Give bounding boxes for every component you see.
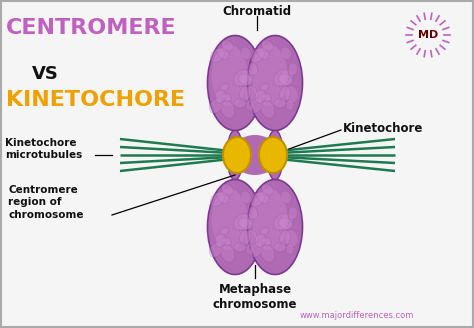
Ellipse shape xyxy=(248,207,258,219)
Ellipse shape xyxy=(248,63,258,75)
Ellipse shape xyxy=(263,237,271,246)
Ellipse shape xyxy=(279,74,293,86)
Text: MD: MD xyxy=(418,30,438,40)
Ellipse shape xyxy=(274,243,286,252)
Ellipse shape xyxy=(231,135,279,175)
Ellipse shape xyxy=(274,214,289,230)
Ellipse shape xyxy=(241,47,251,60)
Ellipse shape xyxy=(208,35,263,131)
Ellipse shape xyxy=(227,130,243,180)
Text: VS: VS xyxy=(32,65,59,83)
Ellipse shape xyxy=(257,48,269,59)
Ellipse shape xyxy=(281,191,292,204)
Ellipse shape xyxy=(249,99,263,113)
Ellipse shape xyxy=(221,184,234,195)
Ellipse shape xyxy=(208,179,263,275)
Ellipse shape xyxy=(211,189,247,250)
Ellipse shape xyxy=(217,48,229,59)
Ellipse shape xyxy=(209,243,223,257)
Text: KINETOCHORE: KINETOCHORE xyxy=(6,90,185,110)
Ellipse shape xyxy=(259,137,287,173)
Ellipse shape xyxy=(223,137,251,173)
Ellipse shape xyxy=(255,90,265,103)
Ellipse shape xyxy=(221,245,235,262)
Ellipse shape xyxy=(278,70,293,87)
Ellipse shape xyxy=(267,130,283,180)
Ellipse shape xyxy=(261,245,275,262)
Ellipse shape xyxy=(257,192,269,203)
Text: Centromere
region of
chromosome: Centromere region of chromosome xyxy=(8,185,83,220)
Text: CENTROMERE: CENTROMERE xyxy=(6,18,177,38)
Ellipse shape xyxy=(252,189,287,250)
Ellipse shape xyxy=(250,192,264,207)
Ellipse shape xyxy=(245,86,258,103)
Ellipse shape xyxy=(278,214,293,231)
Ellipse shape xyxy=(260,228,269,235)
Ellipse shape xyxy=(246,244,254,255)
Ellipse shape xyxy=(234,243,246,252)
Ellipse shape xyxy=(220,228,228,235)
Ellipse shape xyxy=(217,192,229,203)
Ellipse shape xyxy=(274,70,289,86)
Ellipse shape xyxy=(239,218,253,230)
Ellipse shape xyxy=(280,87,291,101)
Ellipse shape xyxy=(281,47,292,60)
Ellipse shape xyxy=(252,45,287,106)
Ellipse shape xyxy=(280,231,291,245)
Ellipse shape xyxy=(240,87,251,101)
Ellipse shape xyxy=(249,243,263,257)
Ellipse shape xyxy=(215,234,225,247)
Text: Metaphase
chromosome: Metaphase chromosome xyxy=(213,283,297,311)
Ellipse shape xyxy=(246,100,254,110)
Ellipse shape xyxy=(220,84,228,91)
Ellipse shape xyxy=(288,63,298,75)
Ellipse shape xyxy=(222,93,231,102)
Ellipse shape xyxy=(247,179,302,275)
Ellipse shape xyxy=(262,184,273,195)
Ellipse shape xyxy=(255,234,265,247)
Ellipse shape xyxy=(210,192,225,207)
Ellipse shape xyxy=(274,99,286,108)
Ellipse shape xyxy=(250,48,264,63)
Ellipse shape xyxy=(263,93,271,102)
Ellipse shape xyxy=(238,70,253,87)
Ellipse shape xyxy=(221,101,235,118)
Ellipse shape xyxy=(285,230,298,247)
Ellipse shape xyxy=(215,90,225,103)
Text: Kinetochore
microtubules: Kinetochore microtubules xyxy=(5,138,82,160)
Ellipse shape xyxy=(209,99,223,113)
Ellipse shape xyxy=(210,48,225,63)
Ellipse shape xyxy=(260,84,269,91)
Ellipse shape xyxy=(234,70,249,86)
Ellipse shape xyxy=(239,74,253,86)
Text: Chromatid: Chromatid xyxy=(222,5,292,18)
Ellipse shape xyxy=(240,231,251,245)
Ellipse shape xyxy=(221,40,234,51)
Text: www.majordifferences.com: www.majordifferences.com xyxy=(300,311,414,320)
Ellipse shape xyxy=(241,191,251,204)
Ellipse shape xyxy=(247,35,302,131)
Ellipse shape xyxy=(262,40,273,51)
Text: Kinetochore: Kinetochore xyxy=(343,121,423,134)
Ellipse shape xyxy=(234,99,246,108)
Ellipse shape xyxy=(285,86,298,103)
Ellipse shape xyxy=(286,100,294,110)
Ellipse shape xyxy=(245,230,258,247)
Ellipse shape xyxy=(222,237,231,246)
Ellipse shape xyxy=(261,101,275,118)
Ellipse shape xyxy=(286,244,294,255)
Ellipse shape xyxy=(211,45,247,106)
Ellipse shape xyxy=(238,214,253,231)
Ellipse shape xyxy=(234,214,249,230)
Ellipse shape xyxy=(288,207,298,219)
Ellipse shape xyxy=(279,218,293,230)
